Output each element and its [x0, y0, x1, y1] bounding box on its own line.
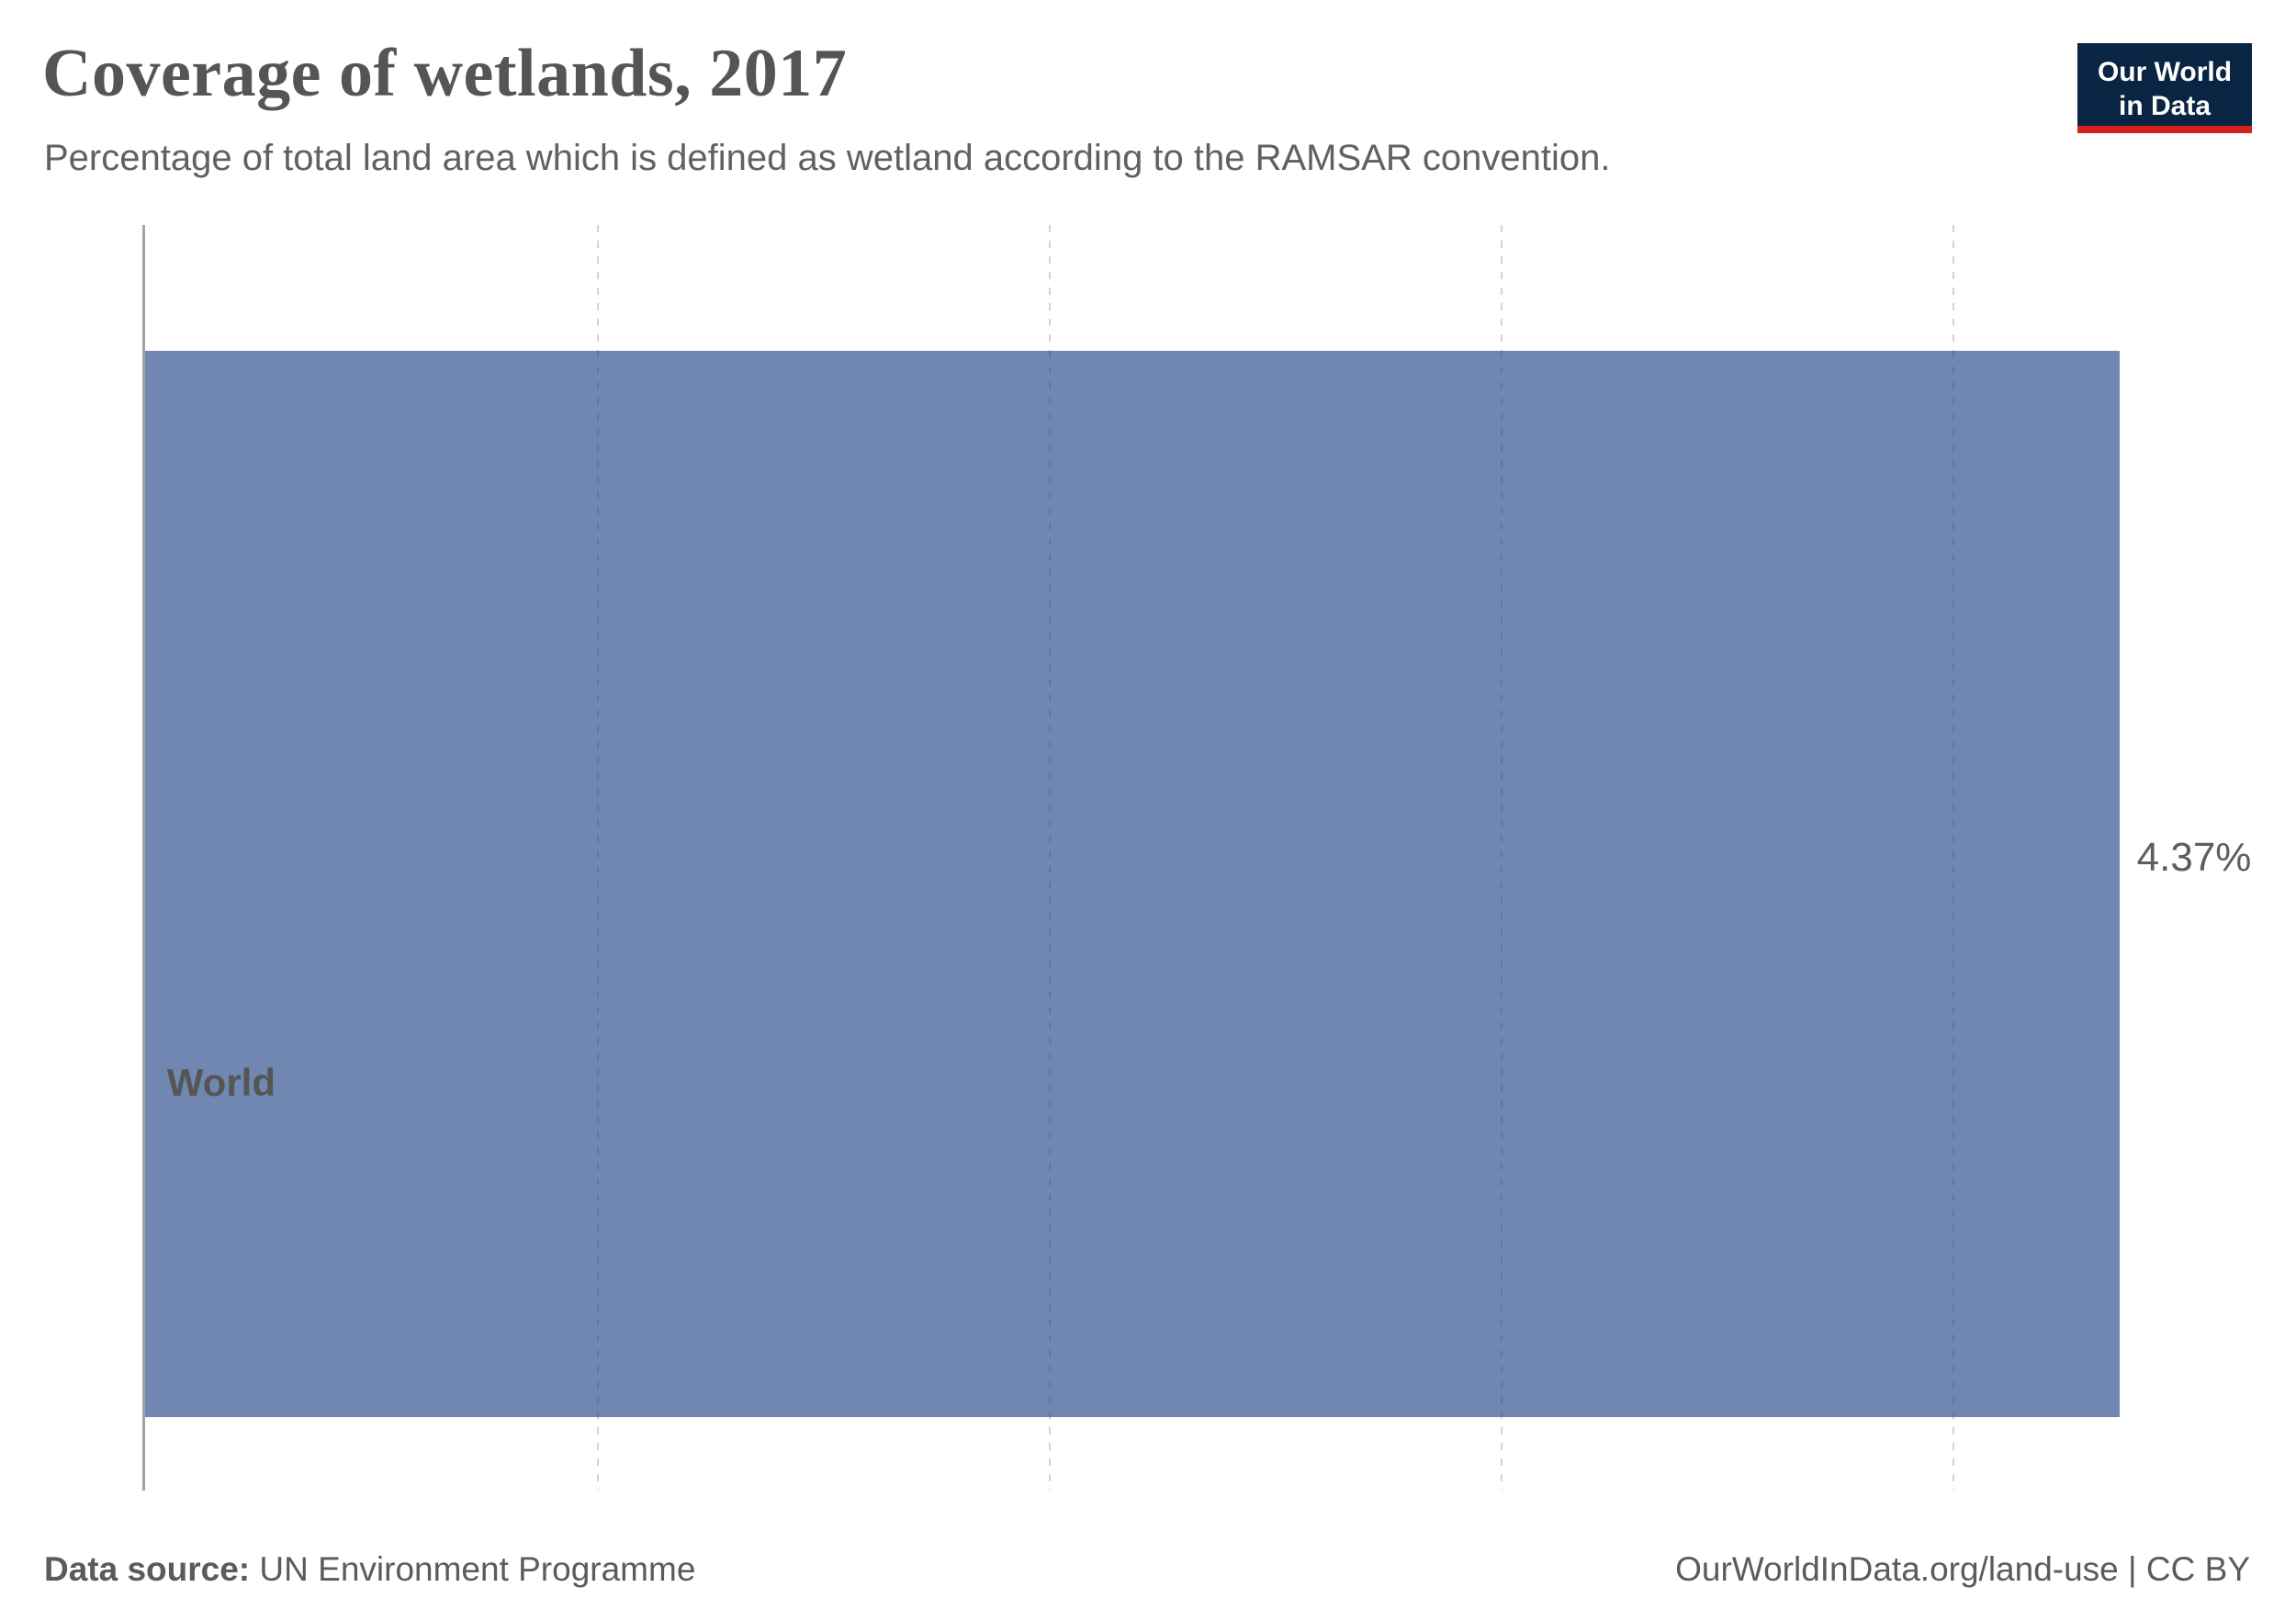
owid-logo-line2: in Data [2118, 91, 2212, 121]
owid-logo-line1: Our World [2097, 57, 2233, 87]
chart-title: Coverage of wetlands, 2017 [42, 36, 848, 111]
y-axis-line [142, 225, 145, 1491]
gridline-on-bar [1500, 351, 1503, 1417]
bar-world[interactable] [145, 351, 2120, 1417]
data-source-label: Data source: [44, 1550, 251, 1588]
owid-logo[interactable]: Our World in Data [2077, 43, 2252, 133]
value-label-world: 4.37% [2136, 835, 2252, 880]
data-source-value[interactable]: UN Environment Programme [259, 1550, 696, 1588]
gridline-on-bar [1952, 351, 1954, 1417]
plot-area: World 4.37% [142, 225, 2268, 1491]
entity-label-world: World [166, 1061, 276, 1104]
attribution-link[interactable]: OurWorldInData.org/land-use | CC BY [1675, 1550, 2250, 1588]
gridline-on-bar [1048, 351, 1051, 1417]
gridline-on-bar [596, 351, 599, 1417]
data-source-line: Data source: UN Environment Programme [44, 1550, 695, 1589]
chart-footer: Data source: UN Environment Programme Ou… [44, 1550, 2250, 1589]
chart-subtitle: Percentage of total land area which is d… [44, 138, 1611, 178]
